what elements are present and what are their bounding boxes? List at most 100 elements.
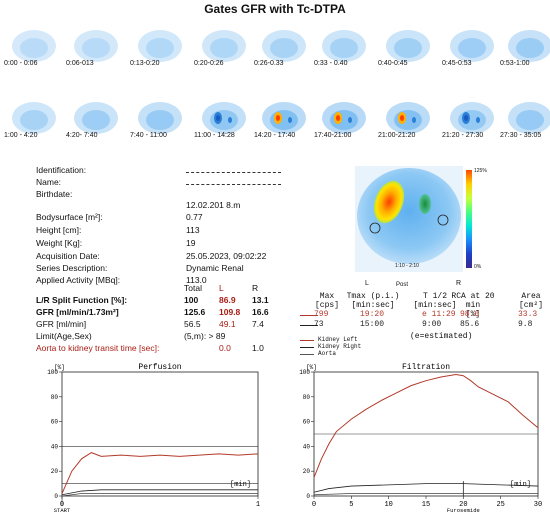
activity-value: 113.0: [186, 275, 207, 285]
split-row-label: Limit(Age,Sex): [36, 331, 92, 341]
frame-label: 21:00-21:20: [378, 132, 416, 139]
frame-label: 11:00 - 14:28: [194, 132, 235, 139]
frame-thumbnail: [258, 28, 310, 74]
bodysurface-label: Bodysurface [m²]:: [36, 212, 103, 222]
series-label: Series Description:: [36, 263, 108, 273]
kidney-table-header-line1: RCA at 20 min: [451, 292, 495, 310]
frame-image: [74, 30, 118, 62]
curve-legend: Kidney Left Kidney Right Aorta: [300, 336, 420, 366]
frame-image: [450, 30, 494, 62]
posterior-timestamp: 1:10 - 2:10: [395, 263, 419, 269]
kidney-cell-max: 799: [314, 310, 329, 319]
y-axis-label: [%]: [306, 364, 317, 371]
split-row-label: GFR [ml/min]: [36, 319, 87, 329]
frame-thumbnail: [318, 28, 370, 74]
frame-label: 7:40 - 11:00: [130, 132, 167, 139]
split-row-label: GFR [ml/min/1.73m²]: [36, 307, 119, 317]
kidney-table-header-line1: Max: [319, 292, 335, 301]
split-row: Limit(Age,Sex) (5,m): > 89: [36, 331, 306, 343]
frame-image: [508, 30, 550, 62]
split-row-left: 109.8: [219, 307, 241, 317]
kidney-cell-max: 73: [314, 320, 324, 329]
kidney-cell-thalf: 9:00: [422, 320, 442, 329]
series-line-aorta: [313, 493, 538, 496]
split-row: L/R Split Function [%]: 100 86.9 13.1: [36, 295, 306, 307]
activity-label: Applied Activity [MBq]:: [36, 275, 121, 285]
kidney-table-header-line1: Area: [521, 292, 541, 301]
frame-thumbnail: [70, 100, 122, 146]
x-axis-label: [min]: [510, 481, 531, 489]
split-row: Aorta to kidney transit time [sec]: 0.0 1.…: [36, 343, 306, 355]
frame-image: [386, 102, 430, 134]
y-tick-label: 40: [51, 443, 59, 450]
y-tick-label: 80: [303, 394, 311, 401]
series-value: Dynamic Renal: [186, 263, 244, 273]
x-tick-label: 10: [384, 501, 392, 509]
frame-image: [386, 30, 430, 62]
report-title: Gates GFR with Tc-DTPA: [204, 2, 346, 16]
frame-thumbnail: [258, 100, 310, 146]
frame-label: 0:45-0:53: [442, 60, 472, 67]
kidney-table-header-line1: Tmax (p.i.): [346, 292, 400, 301]
frame-label: 1:00 - 4:20: [4, 132, 38, 139]
split-row-left: 86.9: [219, 295, 236, 305]
frame-image: [74, 102, 118, 134]
series-line-kidney-right: [313, 483, 539, 493]
x-tick-label: 1: [256, 501, 260, 509]
posterior-summed-image: 1:10 - 2:10: [355, 166, 463, 272]
kidney-table-header: RCA at 20 min [%]: [444, 292, 502, 319]
kidney-row-swatch: [300, 315, 318, 316]
frame-image: [262, 102, 306, 134]
name-label: Name:: [36, 177, 62, 187]
filtration-chart: 0 20 40 60 80 100 0 5 10 15 20 25 30 Filtration [%] [mi…: [292, 356, 548, 516]
legend-line: [300, 354, 314, 355]
frame-label: 0:06-013: [66, 60, 94, 67]
y-tick-label: 100: [47, 369, 58, 376]
frame-label: 0:20-0:26: [194, 60, 224, 67]
kidney-table-header-line1: T 1/2: [422, 292, 447, 301]
y-tick-label: 100: [299, 369, 310, 376]
furosemide-label: Furosemide: [447, 507, 480, 514]
frame-image: [202, 30, 246, 62]
split-row-total: (5,m): > 89: [184, 331, 226, 341]
kidney-table-header-line2: [cm²]: [518, 301, 543, 310]
height-label: Height [cm]:: [36, 225, 82, 235]
identification-value: [186, 165, 281, 175]
kidney-table-header: Area [cm²]: [502, 292, 550, 310]
x-tick-label: 20: [459, 501, 467, 509]
frame-image: [12, 30, 56, 62]
y-tick-label: 60: [303, 419, 311, 426]
frame-thumbnail: [446, 28, 498, 74]
frame-thumbnail: [504, 100, 550, 146]
y-tick-label: 20: [303, 468, 311, 475]
perfusion-chart: 02040608010001Perfusion[%][min]START: [36, 356, 268, 516]
x-tick-label: 0: [312, 501, 316, 509]
frame-image: [138, 30, 182, 62]
series-line-kidney-left: [313, 373, 539, 478]
legend-label: Kidney Right: [318, 343, 362, 350]
frame-image: [322, 30, 366, 62]
frame-image: [262, 30, 306, 62]
split-row-left: 49.1: [219, 319, 236, 329]
header-l: L: [219, 283, 224, 293]
frame-label: 21:20 - 27:30: [442, 132, 484, 139]
acquisition-value: 25.05.2023, 09:02:22: [186, 251, 267, 261]
start-label: START: [54, 507, 71, 514]
series-line-aorta: [61, 493, 258, 497]
frame-image: [322, 102, 366, 134]
split-row-right: 1.0: [252, 343, 264, 353]
legend-line: [300, 340, 314, 341]
perfusion-chart-svg: 02040608010001Perfusion[%][min]START: [47, 363, 260, 514]
plot-frame: [61, 371, 259, 497]
frame-label: 0:13-0:20: [130, 60, 160, 67]
frames-bottom-row: 1:00 - 4:20 4:20- 7:40 7:40 - 11:00 11:00 -…: [0, 100, 550, 150]
frame-label: 0:00 - 0:06: [4, 60, 38, 67]
kidney-cell-rca: 85.6: [460, 320, 480, 329]
frame-thumbnail: [134, 28, 186, 74]
posterior-post-label: Post: [396, 282, 409, 288]
header-total: Total: [184, 283, 202, 293]
split-row-label: L/R Split Function [%]:: [36, 295, 128, 305]
kidney-table-header-line2: [cps]: [314, 301, 339, 310]
frame-thumbnail: [198, 28, 250, 74]
legend-line: [300, 347, 314, 348]
